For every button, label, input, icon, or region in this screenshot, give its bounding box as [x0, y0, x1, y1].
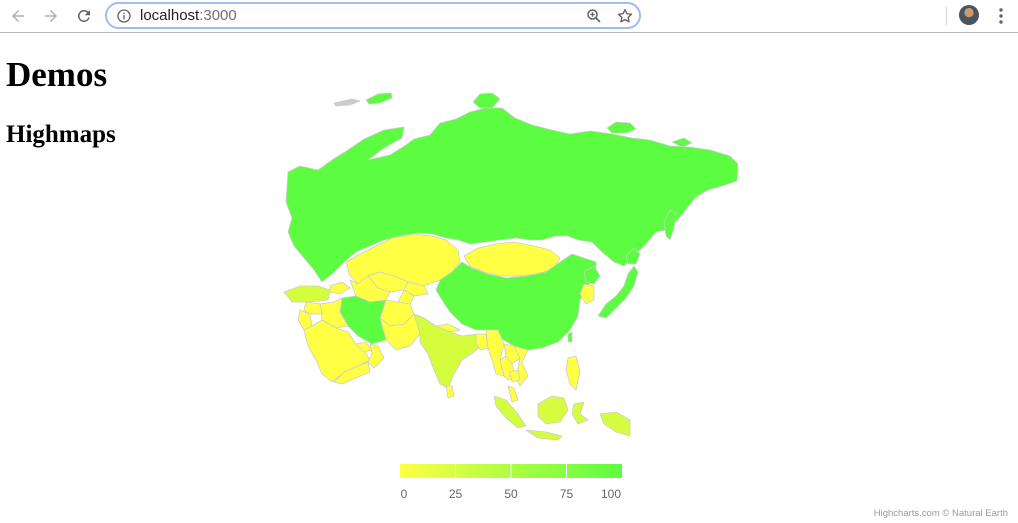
map-region-bangladesh[interactable] [475, 333, 489, 351]
map-region-sulawesi[interactable] [571, 401, 589, 425]
color-axis-tick-25: 25 [449, 487, 463, 501]
map-region-novaya-zemlya[interactable] [365, 92, 393, 105]
url-port: :3000 [199, 7, 237, 24]
map-region-myanmar[interactable] [485, 329, 505, 377]
map-region-kyrgyzstan[interactable] [403, 281, 429, 297]
map-region-philippines[interactable] [565, 355, 581, 391]
map-region-new-siberian-islands[interactable] [606, 121, 637, 134]
toolbar-separator [946, 7, 947, 25]
page-subheading: Highmaps [6, 121, 116, 148]
star-icon[interactable] [616, 7, 634, 25]
map-region-java[interactable] [525, 429, 563, 441]
color-axis-tick-100: 100 [601, 487, 621, 501]
map-region-severnaya-zemlya[interactable] [472, 92, 501, 109]
map-region-taiwan[interactable] [567, 331, 573, 343]
color-axis-tick-50: 50 [504, 487, 518, 501]
url-host: localhost [140, 7, 200, 24]
map-region-syria[interactable] [303, 301, 323, 315]
color-axis-tick-0: 0 [401, 487, 408, 501]
map-region-russia[interactable] [285, 107, 739, 283]
map-region-sri-lanka[interactable] [445, 385, 455, 399]
address-bar[interactable]: localhost:3000 [105, 2, 641, 29]
map-region-south-korea[interactable] [579, 283, 595, 305]
arrow-right-icon [45, 10, 57, 22]
map-region-turkey[interactable] [283, 285, 331, 303]
map-region-arctic-islands-west[interactable] [333, 98, 361, 107]
map-region-sakhalin[interactable] [663, 209, 677, 241]
page-heading: Demos [6, 55, 108, 94]
map-region-mongolia[interactable] [463, 241, 561, 277]
map-region-new-guinea[interactable] [599, 411, 631, 437]
credits-link[interactable]: Highcharts.com © Natural Earth [873, 508, 1008, 519]
map-region-oman[interactable] [367, 343, 385, 369]
more-vert-icon[interactable] [993, 7, 1009, 25]
arrow-left-icon [12, 10, 24, 22]
map-region-malaysia[interactable] [507, 385, 519, 403]
map-region-caucasus[interactable] [329, 281, 351, 295]
map-region-borneo[interactable] [537, 395, 569, 425]
forward-button[interactable] [39, 4, 63, 28]
map-region-yemen[interactable] [333, 361, 371, 385]
map-region-laos[interactable] [503, 343, 521, 365]
info-icon[interactable] [116, 8, 132, 24]
url-field[interactable]: localhost:3000 [140, 7, 560, 24]
map-region-cambodia[interactable] [509, 369, 521, 383]
map-region-sumatra[interactable] [493, 395, 527, 429]
map-region-wrangel[interactable] [671, 137, 693, 148]
profile-avatar[interactable] [959, 5, 979, 25]
color-axis-tick-75: 75 [560, 487, 574, 501]
zoom-icon[interactable] [585, 7, 603, 25]
back-button[interactable] [6, 4, 30, 28]
map-region-north-korea[interactable] [583, 265, 601, 285]
map-region-hokkaido[interactable] [625, 247, 641, 265]
browser-toolbar: localhost:3000 [0, 0, 1018, 33]
map-region-china[interactable] [435, 253, 597, 351]
map-region-japan[interactable] [597, 265, 639, 319]
map-region-nepal[interactable] [435, 323, 461, 333]
